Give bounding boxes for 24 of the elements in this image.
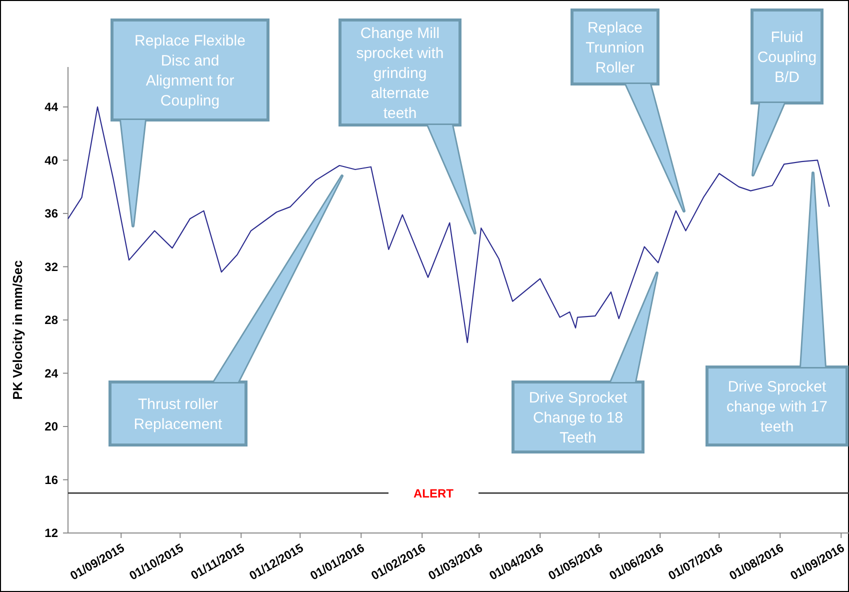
y-tick-label: 12 <box>44 526 58 540</box>
callout-box: Thrust roller Replacement <box>108 174 344 446</box>
callout-box: Drive Sprocket Change to 18 Teeth <box>512 272 658 454</box>
annotation: Change Mill sprocket with grinding alternate teeth <box>356 24 444 122</box>
annotation: Drive Sprocket change with 17 teeth <box>726 378 828 436</box>
y-tick-label: 40 <box>44 153 58 168</box>
callout-box: Replace Flexible Disc and Alignment for Coupling <box>110 18 270 228</box>
annotation: Replace Trunnion Roller <box>586 19 644 76</box>
annotation: Thrust roller Replacement <box>134 396 224 433</box>
y-tick-label: 24 <box>44 366 58 380</box>
annotation: Replace Flexible Disc and Alignment for Coupling <box>134 32 246 110</box>
y-tick-label: 32 <box>44 260 58 274</box>
y-tick-label: 16 <box>44 472 58 487</box>
callout-box: Change Mill sprocket with grinding alternate teeth <box>338 18 476 234</box>
y-tick-label: 44 <box>44 100 58 114</box>
callout-box: Drive Sprocket change with 17 teeth <box>706 172 848 446</box>
y-axis-title: PK Velocity in mm/Sec <box>10 260 25 400</box>
annotation: Fluid Coupling B/D <box>757 28 817 86</box>
callout-box: Replace Trunnion Roller <box>570 8 686 212</box>
annotation: Drive Sprocket Change to 18 Teeth <box>528 389 628 446</box>
y-tick-label: 20 <box>44 420 58 434</box>
y-tick-label: 28 <box>44 313 58 328</box>
ref-line-label: ALERT <box>414 486 454 500</box>
y-tick-label: 36 <box>44 206 58 221</box>
